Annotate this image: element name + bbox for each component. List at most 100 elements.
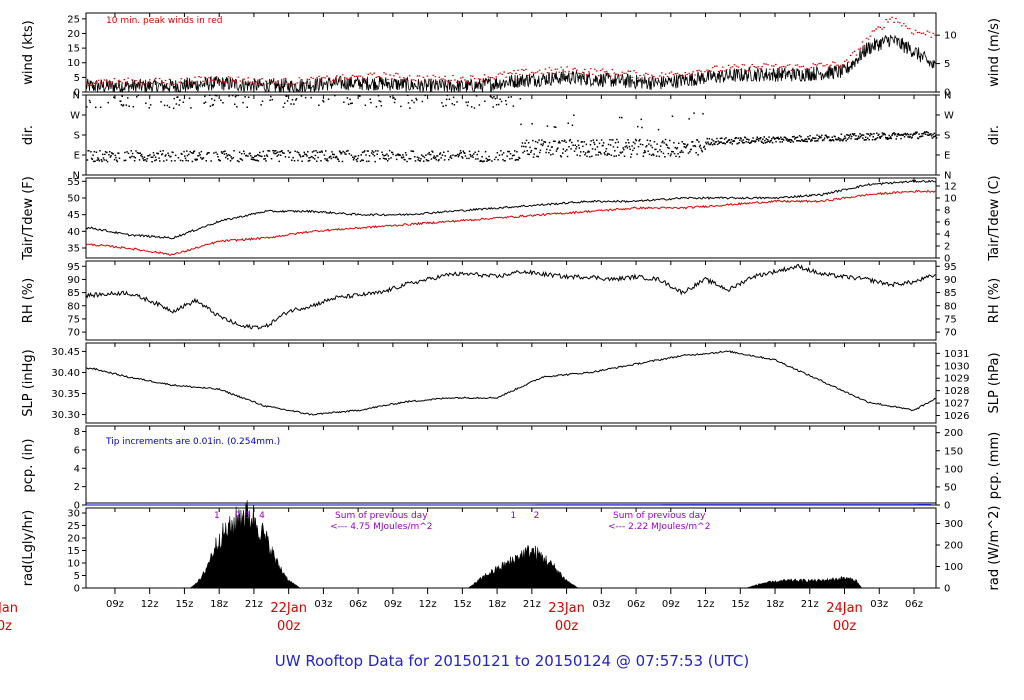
rad-ylabel: rad(Lgly/hr) [21, 510, 36, 586]
rad-marker: 4 [259, 511, 265, 521]
wind-left-tick-label: 5 [74, 73, 80, 84]
rh-right-tick-label: 70 [944, 328, 957, 339]
slp-ylabel-right: SLP (hPa) [987, 352, 1002, 413]
tdew-line [85, 189, 936, 256]
x-hour-label: 12z [141, 599, 159, 610]
rad-note-line1: Sum of previous day [613, 511, 706, 521]
dir-left-tick-label: S [74, 131, 80, 142]
rad-ylabel-right: rad (W/m^2) [987, 506, 1002, 591]
rh-ylabel-right: RH (%) [987, 278, 1002, 323]
dir-left-tick-label: N [73, 91, 80, 102]
wind-left-tick-label: 15 [67, 44, 80, 55]
slp-frame [85, 342, 937, 424]
rad-note-line2: <--- 2.22 MJoules/m^2 [608, 522, 710, 532]
radiation-area-3 [746, 575, 863, 589]
rad-left-tick-label: 5 [74, 571, 80, 582]
tair-line [85, 179, 937, 240]
wind-left-tick-label: 25 [67, 14, 80, 25]
rad-marker: 3 [245, 511, 251, 521]
panel-pcp: 0 2 4 6 8 0 50 100 150 200 pcp. (in) pcp. (mm) Tip i… [21, 425, 1002, 512]
x-hour-label: 06z [349, 599, 367, 610]
rad-left-tick-label: 0 [74, 584, 80, 595]
wind-speed-line [85, 34, 937, 94]
wind-ylabel-right: wind (m/s) [987, 18, 1002, 87]
dir-right-tick-label: S [944, 131, 950, 142]
x-hour-label: 15z [175, 599, 193, 610]
slp-right-tick-label: 1027 [944, 399, 969, 410]
x-hour-label: 12z [419, 599, 437, 610]
dir-right-tick-label: N [944, 91, 951, 102]
rad-right-tick-label: 0 [944, 584, 950, 595]
rh-right-tick-label: 90 [944, 275, 957, 286]
rh-line [85, 263, 937, 330]
temp-right-tick-label: 10 [944, 194, 957, 205]
temp-left-tick-label: 40 [67, 227, 80, 238]
x-hour-label: 15z [731, 599, 749, 610]
rh-right-tick-label: 85 [944, 288, 957, 299]
temp-left-tick-label: 45 [67, 210, 80, 221]
rh-left-tick-label: 95 [67, 262, 80, 273]
rad-left-tick-label: 15 [67, 546, 80, 557]
x-hour-label: 03z [592, 599, 610, 610]
rh-left-tick-label: 80 [67, 301, 80, 312]
temp-ylabel: Tair/Tdew (F) [21, 176, 36, 261]
pcp-left-tick-label: 0 [74, 501, 80, 512]
pcp-left-tick-label: 4 [74, 464, 80, 475]
dir-left-tick-label: N [73, 171, 80, 182]
x-hour-label: 21z [245, 599, 263, 610]
peak-wind-marks [86, 16, 937, 86]
wind-left-tick-label: 0 [74, 88, 80, 99]
rh-right-tick-label: 80 [944, 301, 957, 312]
x-day-label-clipped: 21Jan [0, 601, 18, 616]
wind-ylabel: wind (kts) [21, 20, 36, 84]
temp-right-tick-label: 8 [944, 206, 950, 217]
wind-direction-dots [86, 94, 938, 163]
temp-right-tick-label: 2 [944, 242, 950, 253]
slp-line [85, 350, 937, 416]
x-hour-label: 18z [488, 599, 506, 610]
x-hour-label: 09z [106, 599, 124, 610]
dir-ylabel: dir. [21, 125, 36, 145]
x-day-label: 23Jan [548, 601, 585, 616]
dir-ylabel-right: dir. [987, 125, 1002, 145]
x-day-hour-label-clipped: 00z [0, 619, 12, 634]
dir-right-tick-label: N [944, 171, 951, 182]
rad-right-tick-label: 100 [944, 562, 963, 573]
pcp-right-tick-label: 0 [944, 501, 950, 512]
x-day-hour-label: 00z [277, 619, 301, 634]
rh-left-tick-label: 70 [67, 328, 80, 339]
x-hour-label: 09z [662, 599, 680, 610]
x-hour-label: 06z [905, 599, 923, 610]
radiation-area-1 [189, 500, 301, 589]
rad-right-tick-label: 200 [944, 541, 963, 552]
rad-marker: 2 [534, 511, 540, 521]
temp-right-tick-label: 6 [944, 218, 950, 229]
wind-left-tick-label: 20 [67, 29, 80, 40]
pcp-ylabel: pcp. (in) [21, 439, 36, 493]
temp-left-tick-label: 50 [67, 194, 80, 205]
wind-right-tick-label: 10 [944, 31, 957, 42]
x-hour-label: 21z [801, 599, 819, 610]
rad-note-line1: Sum of previous day [335, 511, 428, 521]
x-hour-label: 15z [453, 599, 471, 610]
wind-left-tick-label: 10 [67, 58, 80, 69]
pcp-right-tick-label: 50 [944, 482, 957, 493]
chart-title: UW Rooftop Data for 20150121 to 20150124… [275, 652, 749, 670]
rh-right-tick-label: 75 [944, 314, 957, 325]
slp-left-tick-label: 30.35 [51, 389, 80, 400]
rad-left-tick-label: 10 [67, 559, 80, 570]
rh-frame [85, 260, 937, 341]
x-hour-label: 18z [210, 599, 228, 610]
wind-right-tick-label: 0 [944, 88, 950, 99]
temp-ylabel-right: Tair/Tdew (C) [987, 175, 1002, 261]
rad-note-line2: <--- 4.75 MJoules/m^2 [330, 522, 432, 532]
pcp-right-tick-label: 150 [944, 446, 963, 457]
rh-ylabel: RH (%) [21, 278, 36, 323]
x-hour-label: 12z [697, 599, 715, 610]
slp-left-tick-label: 30.45 [51, 347, 80, 358]
slp-right-tick-label: 1026 [944, 411, 969, 422]
